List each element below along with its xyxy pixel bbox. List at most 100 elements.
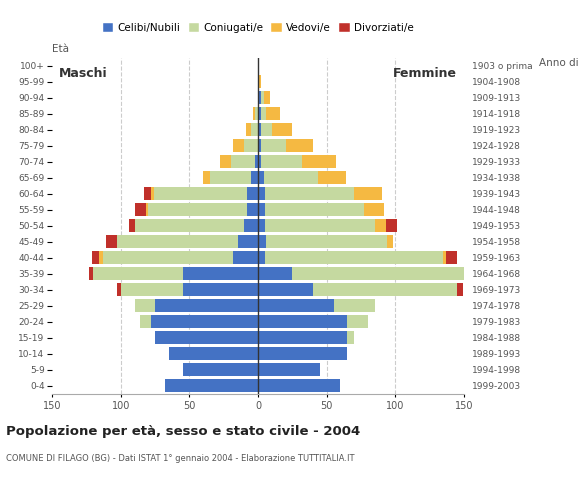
Bar	[106, 235, 117, 249]
Bar	[318, 171, 346, 184]
Bar	[302, 155, 336, 168]
Bar	[258, 187, 265, 201]
Y-axis label: Anno di nascita: Anno di nascita	[539, 58, 580, 68]
Bar	[258, 379, 340, 392]
Text: Popolazione per età, sesso e stato civile - 2004: Popolazione per età, sesso e stato civil…	[6, 425, 360, 438]
Bar	[231, 155, 255, 168]
Bar	[258, 219, 265, 232]
Bar	[266, 107, 280, 120]
Bar	[258, 171, 263, 184]
Bar	[258, 75, 261, 88]
Bar	[261, 123, 272, 136]
Bar	[165, 379, 258, 392]
Bar	[251, 123, 258, 136]
Bar	[263, 171, 318, 184]
Bar	[387, 235, 393, 249]
Bar	[135, 219, 244, 232]
Bar	[347, 331, 354, 345]
Bar	[255, 107, 258, 120]
Bar	[272, 123, 292, 136]
Bar	[285, 139, 313, 153]
Bar	[99, 251, 103, 264]
Bar	[246, 123, 251, 136]
Bar	[151, 315, 258, 328]
Bar	[364, 203, 385, 216]
Bar	[154, 187, 247, 201]
Bar	[266, 235, 387, 249]
Bar	[183, 363, 258, 376]
Bar	[220, 155, 231, 168]
Bar	[468, 267, 471, 280]
Bar	[265, 203, 364, 216]
Bar	[151, 187, 154, 201]
Bar	[258, 123, 261, 136]
Bar	[347, 315, 368, 328]
Bar	[258, 267, 292, 280]
Bar	[265, 187, 354, 201]
Bar	[155, 331, 258, 345]
Bar	[233, 251, 258, 264]
Bar	[148, 203, 247, 216]
Bar	[258, 251, 265, 264]
Bar	[117, 235, 238, 249]
Bar	[238, 235, 258, 249]
Bar	[89, 267, 93, 280]
Bar	[258, 331, 347, 345]
Bar	[244, 139, 258, 153]
Bar	[258, 363, 320, 376]
Bar	[375, 219, 386, 232]
Bar	[135, 203, 146, 216]
Bar	[261, 139, 285, 153]
Bar	[135, 299, 155, 312]
Bar	[251, 171, 258, 184]
Bar	[386, 219, 397, 232]
Bar	[129, 219, 135, 232]
Bar	[103, 251, 233, 264]
Bar	[334, 299, 375, 312]
Text: Età: Età	[52, 45, 69, 54]
Bar	[261, 107, 266, 120]
Bar	[313, 283, 457, 296]
Bar	[183, 267, 258, 280]
Legend: Celibi/Nubili, Coniugati/e, Vedovi/e, Divorziati/e: Celibi/Nubili, Coniugati/e, Vedovi/e, Di…	[99, 19, 418, 37]
Bar	[292, 267, 468, 280]
Bar	[263, 91, 270, 105]
Text: COMUNE DI FILAGO (BG) - Dati ISTAT 1° gennaio 2004 - Elaborazione TUTTITALIA.IT: COMUNE DI FILAGO (BG) - Dati ISTAT 1° ge…	[6, 454, 354, 463]
Bar	[258, 283, 313, 296]
Bar	[258, 315, 347, 328]
Bar	[92, 251, 99, 264]
Bar	[203, 171, 210, 184]
Bar	[121, 283, 183, 296]
Bar	[354, 187, 382, 201]
Bar	[444, 251, 446, 264]
Bar	[258, 91, 261, 105]
Bar	[258, 155, 261, 168]
Bar	[471, 267, 482, 280]
Bar	[144, 187, 151, 201]
Bar	[169, 347, 258, 360]
Bar	[253, 107, 255, 120]
Bar	[146, 203, 148, 216]
Bar	[233, 139, 244, 153]
Bar	[258, 203, 265, 216]
Bar	[258, 139, 261, 153]
Bar	[258, 299, 334, 312]
Bar	[140, 315, 151, 328]
Bar	[183, 283, 258, 296]
Bar	[258, 235, 266, 249]
Text: Femmine: Femmine	[393, 67, 457, 80]
Bar	[265, 219, 375, 232]
Text: Maschi: Maschi	[59, 67, 108, 80]
Bar	[244, 219, 258, 232]
Bar	[446, 251, 457, 264]
Bar	[117, 283, 121, 296]
Bar	[261, 155, 302, 168]
Bar	[247, 203, 258, 216]
Bar	[457, 283, 463, 296]
Bar	[261, 91, 263, 105]
Bar	[247, 187, 258, 201]
Bar	[255, 155, 258, 168]
Bar	[265, 251, 444, 264]
Bar	[258, 107, 261, 120]
Bar	[155, 299, 258, 312]
